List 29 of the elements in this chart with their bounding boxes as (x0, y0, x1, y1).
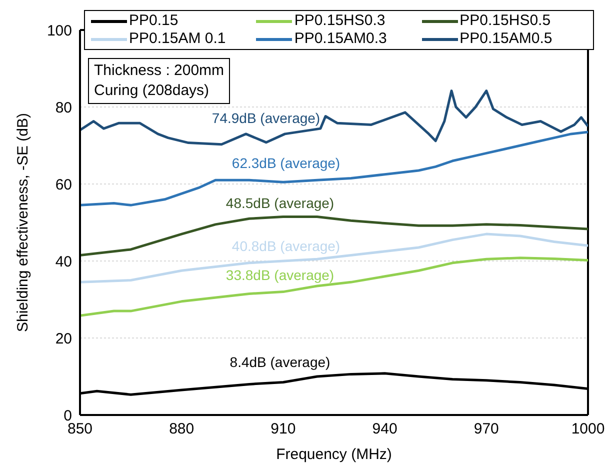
annotation: 74.9dB (average) (212, 110, 320, 126)
x-tick-label: 940 (372, 420, 398, 438)
annotation: 33.8dB (average) (226, 267, 334, 283)
x-tick-label: 1000 (571, 420, 605, 438)
x-tick-label: 880 (169, 420, 194, 438)
annotation: 8.4dB (average) (230, 354, 330, 370)
x-tick-label: 910 (270, 420, 296, 438)
legend-label: PP0.15AM0.5 (460, 30, 552, 48)
legend-label: PP0.15HS0.3 (294, 12, 386, 30)
annotation: 40.8dB (average) (232, 238, 340, 254)
line-series (80, 232, 588, 284)
annotation: 48.5dB (average) (226, 195, 334, 211)
line-series (80, 256, 588, 317)
y-axis-title: Shielding effectiveness, -SE (dB) (14, 112, 32, 332)
legend-label: PP0.15AM0.3 (294, 30, 387, 48)
annotation: Thickness : 200mm (94, 61, 224, 81)
y-tick-label: 100 (46, 22, 72, 40)
annotation: 62.3dB (average) (232, 155, 340, 171)
x-tick-label: 970 (474, 420, 499, 438)
legend-label: PP0.15AM 0.1 (129, 30, 226, 48)
legend-label: PP0.15HS0.5 (460, 12, 551, 30)
annotation: Curing (208days) (94, 81, 210, 101)
legend-label: PP0.15 (129, 12, 178, 30)
x-axis-title: Frequency (MHz) (276, 446, 392, 463)
line-series (80, 215, 588, 256)
y-tick-label: 80 (55, 99, 72, 116)
y-tick-label: 20 (55, 330, 72, 348)
y-tick-label: 40 (55, 253, 72, 270)
y-tick-label: 60 (55, 176, 72, 194)
